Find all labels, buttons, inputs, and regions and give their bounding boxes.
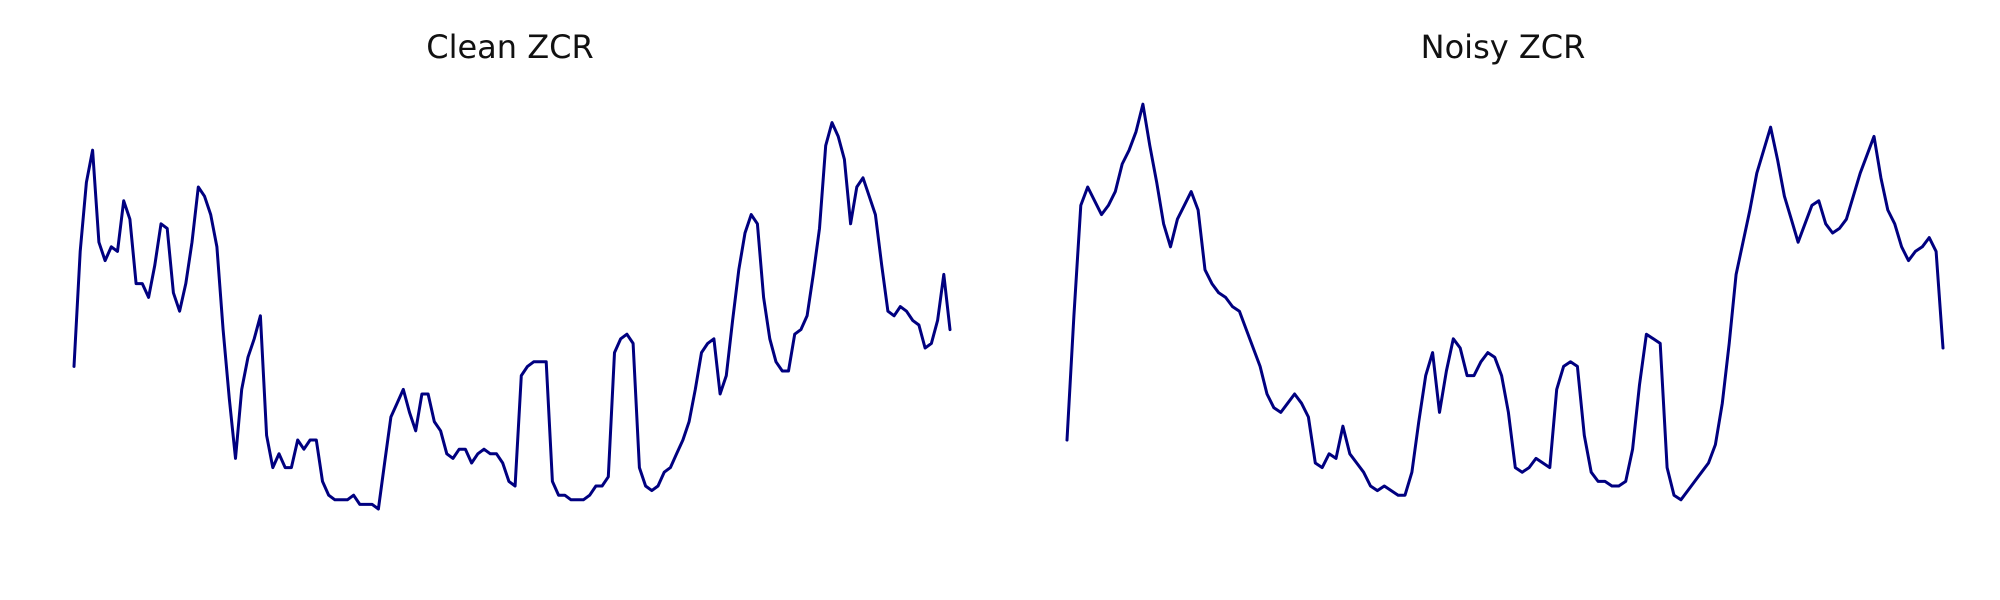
noisy-zcr-series [1065, 102, 1945, 502]
noisy-zcr-title: Noisy ZCR [1421, 28, 1586, 66]
clean-zcr-title: Clean ZCR [426, 28, 593, 66]
noisy-zcr-line [1065, 102, 1945, 502]
clean-zcr-line [72, 121, 952, 511]
noisy-zcr-panel: Noisy ZCR [1065, 28, 1945, 502]
clean-zcr-series [72, 121, 952, 511]
clean-zcr-panel: Clean ZCR [72, 28, 952, 511]
